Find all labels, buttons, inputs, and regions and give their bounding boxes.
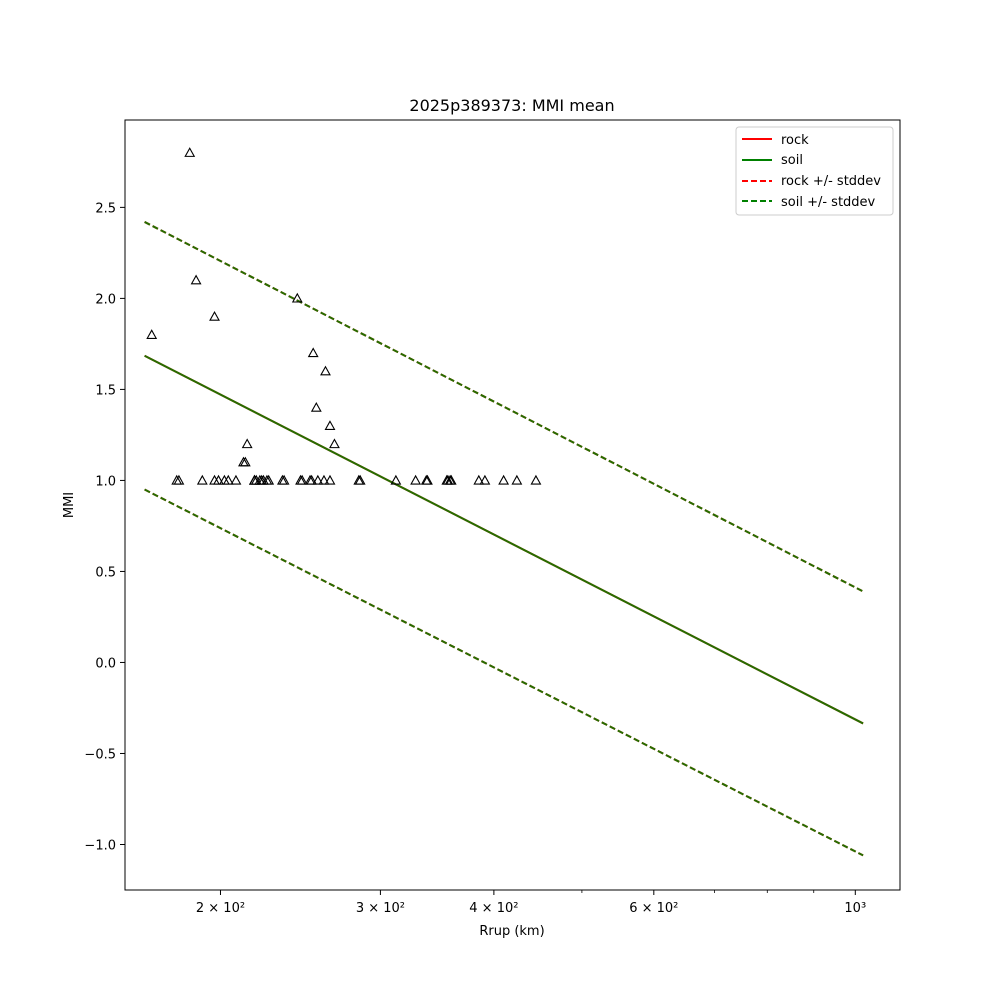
data-point-triangle [184,147,196,157]
legend[interactable]: rock soil rock +/- stddev soil +/- stdde… [735,126,894,216]
data-point-triangle [196,474,208,485]
series-line-soil-stddev-lower [144,488,864,857]
data-point-triangle [318,474,330,485]
y-tick-label: 1.0 [95,474,116,489]
lines-layer [144,221,864,857]
data-point-triangle [410,474,422,485]
y-axis: −1.0 −0.5 0.0 0.5 1.0 1.5 2.0 2.5 [84,201,125,853]
data-point-triangle [310,401,322,412]
data-point-triangle [307,347,319,358]
data-point-triangle [324,474,336,485]
data-point-triangle [239,456,251,467]
chart-title: 2025p389373: MMI mean [409,96,614,115]
data-point-triangle [241,438,253,449]
x-tick-label: 10³ [844,901,866,916]
data-point-triangle [146,329,158,339]
legend-item-rock[interactable]: rock [742,133,809,148]
data-point-triangle [530,474,542,485]
data-point-triangle [329,438,340,449]
data-point-triangle [498,474,510,485]
y-tick-label: 0.5 [95,565,116,580]
data-point-triangle [263,474,275,485]
data-point-triangle [190,274,202,285]
data-point-triangle [422,474,433,485]
y-tick-label: −1.0 [84,838,116,853]
data-point-triangle [230,474,242,485]
data-point-triangle [320,365,331,376]
x-tick-label: 6 × 10² [629,901,678,916]
plot-area [124,119,901,891]
y-tick-label: 2.0 [95,292,116,307]
data-point-triangle [291,292,303,303]
series-line-soil [144,354,864,725]
x-axis: 2 × 10² 3 × 10² 4 × 10² 6 × 10² 10³ [196,890,866,916]
data-point-triangle [222,474,234,485]
data-point-triangle [296,474,308,485]
legend-box [735,126,894,216]
legend-label-rock-stddev: rock +/- stddev [781,174,881,189]
x-tick-label: 4 × 10² [469,901,518,916]
data-point-triangle [473,474,485,485]
data-point-triangle [306,474,318,485]
y-tick-label: 2.5 [95,201,116,216]
data-point-triangle [354,474,366,485]
data-point-triangle [312,474,324,485]
x-tick-label: 2 × 10² [196,901,245,916]
legend-item-rock-stddev[interactable]: rock +/- stddev [742,174,881,189]
data-point-triangle [445,474,457,485]
legend-item-soil-stddev[interactable]: soil +/- stddev [742,195,876,210]
data-point-triangle [209,310,220,321]
legend-label-soil-stddev: soil +/- stddev [781,195,876,210]
data-point-triangle [213,474,224,485]
y-axis-title: MMI [62,492,77,518]
x-tick-label: 3 × 10² [356,901,405,916]
data-point-triangle [173,474,185,485]
data-point-triangle [479,474,491,485]
legend-item-soil[interactable]: soil [742,153,803,168]
x-axis-title: Rrup (km) [479,924,544,939]
legend-label-rock: rock [781,133,809,148]
data-point-triangle [390,474,402,485]
markers-layer [146,147,542,485]
data-point-triangle [278,474,290,485]
y-tick-label: −0.5 [84,747,116,762]
data-point-triangle [511,474,523,485]
data-point-triangle [324,420,336,430]
y-tick-label: 0.0 [95,656,116,671]
legend-label-soil: soil [781,153,803,168]
y-tick-label: 1.5 [95,383,116,398]
plot-frame [124,119,901,891]
